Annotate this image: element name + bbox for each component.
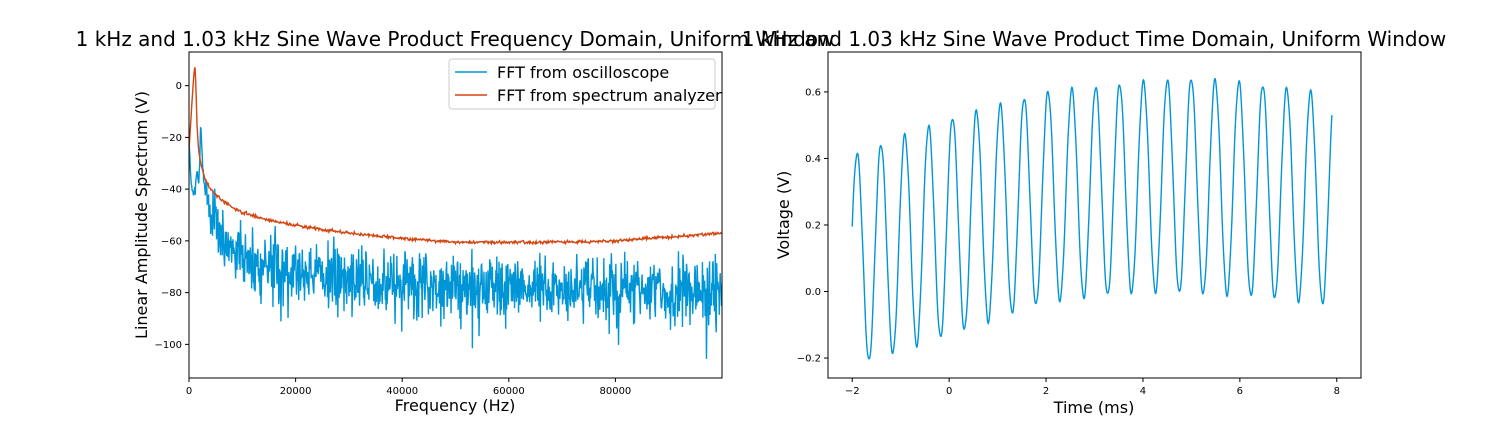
x-tick-label: 4 (1140, 386, 1146, 397)
x-tick-label: 20000 (280, 386, 312, 397)
x-tick-label: 0 (946, 386, 952, 397)
time-domain-chart: 1 kHz and 1.03 kHz Sine Wave Product Tim… (742, 27, 1446, 417)
chart-title: 1 kHz and 1.03 kHz Sine Wave Product Fre… (76, 27, 835, 51)
y-tick-label: 0.4 (805, 154, 821, 165)
x-tick-label: 40000 (386, 386, 418, 397)
plot-series (189, 67, 722, 359)
y-tick-label: −0.2 (797, 354, 821, 365)
y-tick-label: −40 (161, 185, 182, 196)
axis-ticks: 0 20000 40000 60000 80000 0 −20 −40 −60 −80 −100 (155, 81, 632, 397)
series-line-1 (189, 67, 722, 246)
x-tick-label: 6 (1237, 386, 1243, 397)
legend-label-analyzer: FFT from spectrum analyzer (497, 86, 722, 105)
x-axis-label: Frequency (Hz) (395, 396, 516, 415)
x-tick-label: 80000 (599, 386, 631, 397)
y-tick-label: 0.6 (805, 87, 821, 98)
y-tick-label: 0.2 (805, 220, 821, 231)
series-line-0 (851, 78, 1333, 360)
y-tick-label: −100 (155, 340, 182, 351)
plot-frame (188, 51, 723, 379)
y-axis-label: Voltage (V) (774, 171, 793, 260)
x-tick-label: 2 (1043, 386, 1049, 397)
y-tick-label: 0.0 (805, 287, 821, 298)
legend: FFT from oscilloscope FFT from spectrum … (448, 58, 722, 110)
axis-ticks: −2 0 2 4 6 8 −0.2 0.0 0.2 0.4 0.6 (797, 87, 1340, 397)
y-tick-label: 0 (176, 81, 182, 92)
chart-title: 1 kHz and 1.03 kHz Sine Wave Product Tim… (742, 27, 1446, 51)
plot-frame (827, 51, 1362, 379)
x-tick-label: 8 (1334, 386, 1340, 397)
y-tick-label: −60 (161, 236, 182, 247)
series-line-0 (189, 126, 722, 359)
legend-label-oscilloscope: FFT from oscilloscope (497, 63, 669, 82)
plot-series (851, 78, 1333, 360)
legend-box (448, 58, 716, 110)
x-axis-label: Time (ms) (1053, 398, 1135, 417)
x-tick-label: −2 (845, 386, 860, 397)
y-axis-label: Linear Amplitude Spectrum (V) (132, 91, 151, 339)
frequency-domain-chart: 1 kHz and 1.03 kHz Sine Wave Product Fre… (76, 27, 835, 415)
x-tick-label: 60000 (493, 386, 525, 397)
y-tick-label: −20 (161, 133, 182, 144)
y-tick-label: −80 (161, 288, 182, 299)
x-tick-label: 0 (186, 386, 192, 397)
